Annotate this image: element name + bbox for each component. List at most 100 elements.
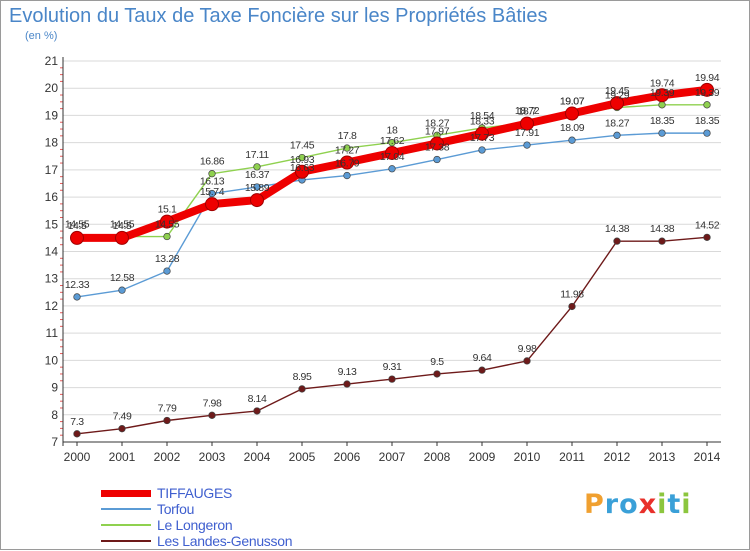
data-point: [208, 189, 216, 198]
data-label: 18.27: [425, 117, 450, 129]
data-point: [655, 88, 669, 103]
data-label: 7.98: [203, 397, 222, 409]
data-label: 18: [387, 125, 398, 137]
data-point: [343, 380, 351, 388]
data-point: [163, 267, 171, 275]
data-label: 17.38: [425, 142, 450, 154]
data-label: 18.54: [470, 110, 495, 122]
data-point: [523, 357, 531, 365]
y-tick-label: 21: [45, 54, 59, 68]
logo-letter: t: [667, 489, 682, 520]
data-point: [388, 165, 396, 173]
data-label: 17.04: [380, 151, 405, 163]
legend-label-les-landes-genusson: Les Landes-Genusson: [157, 533, 293, 549]
chart-title: Evolution du Taux de Taxe Foncière sur l…: [9, 5, 548, 27]
legend-swatch-torfou: [101, 508, 151, 510]
data-label: 14.55: [65, 219, 90, 231]
data-point: [160, 214, 174, 229]
data-point: [703, 233, 711, 241]
y-tick-label: 13: [45, 272, 59, 286]
data-point: [610, 96, 624, 111]
data-point: [613, 237, 621, 245]
data-point: [298, 153, 306, 162]
legend-swatch-le-longeron: [101, 524, 151, 526]
data-point: [703, 129, 711, 137]
point-labels: 7.3 7.49 7.79 7.98 8.14 8.95 9.13 9.31 9.5 9.64 9.…: [65, 72, 720, 428]
logo-letter: P: [584, 489, 605, 520]
axes: 7 8 9 10 11 12 13 14 15 16 17 18 19 20 21 2000 2001 2002 2…: [45, 54, 721, 464]
data-label: 9.5: [430, 356, 444, 368]
data-label: 14.55: [155, 219, 180, 231]
legend-item-le-longeron: Le Longeron: [101, 517, 361, 533]
data-point: [343, 171, 351, 180]
x-tick-label: 2009: [469, 450, 496, 464]
data-point: [388, 138, 396, 147]
data-label: 9.31: [383, 361, 402, 373]
data-label: 9.98: [518, 343, 537, 355]
data-label: 14.38: [605, 223, 630, 235]
data-label: 9.64: [473, 352, 492, 364]
series-line-tiffauges: [77, 85, 708, 242]
data-label: 18.35: [695, 115, 720, 127]
logo-letter: i: [657, 489, 668, 520]
data-label: 19.94: [695, 72, 720, 84]
data-label: 15.1: [158, 204, 177, 216]
x-tick-label: 2008: [424, 450, 451, 464]
data-label: 17.62: [380, 135, 405, 147]
y-unit-label: (en %): [25, 30, 58, 42]
y-tick-label: 7: [51, 435, 58, 449]
data-label: 14.55: [110, 219, 135, 231]
data-point: [385, 145, 399, 160]
data-label: 19.29: [605, 90, 630, 102]
data-label: 19.39: [695, 87, 720, 99]
data-label: 18.7: [518, 106, 537, 118]
data-label: 17.45: [290, 140, 315, 152]
proxiti-logo: Proxiti: [584, 489, 692, 520]
logo-letter: x: [638, 489, 658, 520]
data-point: [118, 286, 126, 294]
data-label: 17.91: [515, 127, 540, 139]
data-point: [658, 129, 666, 137]
data-label: 14.52: [695, 219, 720, 231]
data-label: 18.09: [560, 122, 585, 134]
data-point: [478, 146, 486, 154]
data-point: [565, 106, 579, 121]
legend-item-torfou: Torfou: [101, 501, 361, 517]
data-label: 14.5: [68, 220, 87, 232]
data-label: 7.79: [158, 403, 177, 415]
data-point: [433, 155, 441, 164]
series-tiffauges: [70, 82, 714, 245]
data-point: [73, 293, 81, 301]
series-torfou: [73, 129, 711, 301]
data-label: 16.79: [335, 158, 360, 170]
data-label: 13.28: [155, 253, 180, 265]
y-tick-label: 8: [51, 408, 58, 422]
data-label: 11.98: [560, 288, 584, 300]
data-point: [658, 237, 666, 245]
data-label: 12.58: [110, 272, 135, 284]
x-tick-label: 2005: [289, 450, 316, 464]
data-point: [73, 430, 81, 438]
data-label: 9.13: [338, 366, 357, 378]
y-tick-label: 15: [45, 217, 59, 231]
legend-item-les-landes-genusson: Les Landes-Genusson: [101, 533, 361, 549]
data-label: 7.3: [70, 416, 84, 428]
data-point: [253, 163, 261, 171]
data-point: [475, 126, 489, 141]
data-point: [208, 170, 216, 178]
data-point: [163, 232, 171, 241]
legend-item-tiffauges: TIFFAUGES: [101, 485, 361, 501]
data-label: 18.35: [650, 115, 675, 127]
x-tick-label: 2014: [694, 450, 721, 464]
y-tick-label: 16: [45, 190, 59, 204]
data-point: [298, 385, 306, 393]
data-label: 19.07: [560, 96, 585, 108]
y-tick-label: 9: [51, 381, 58, 395]
data-point: [208, 411, 216, 419]
data-label: 19.45: [605, 85, 630, 97]
x-tick-label: 2006: [334, 450, 361, 464]
data-point: [295, 164, 309, 179]
data-point: [70, 230, 84, 245]
